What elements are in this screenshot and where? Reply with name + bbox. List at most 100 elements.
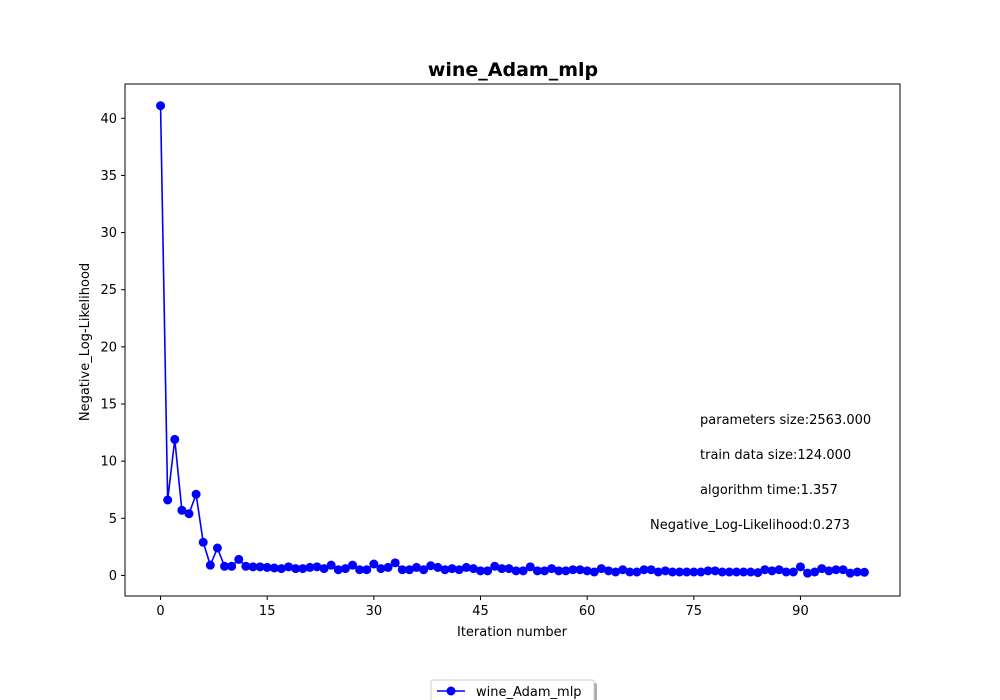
annotations: parameters size:2563.000 train data size… — [650, 413, 871, 533]
data-point — [241, 561, 251, 571]
data-point — [632, 567, 642, 577]
legend-frame — [430, 679, 595, 700]
data-point — [440, 565, 450, 575]
chart-title: wine_Adam_mlp — [428, 59, 598, 81]
data-point — [660, 566, 670, 576]
data-point — [319, 564, 329, 574]
annotation-final-nll: Negative_Log-Likelihood:0.273 — [650, 518, 850, 533]
data-point — [276, 564, 286, 574]
data-point — [447, 564, 457, 574]
x-tick-label: 90 — [792, 604, 809, 619]
data-point — [667, 567, 677, 577]
data-point — [753, 568, 763, 578]
y-axis-label: Negative_Log-Likelihood — [78, 263, 93, 421]
data-point — [625, 567, 635, 577]
data-point — [561, 566, 571, 576]
data-point — [333, 565, 343, 575]
y-tick-label: 15 — [100, 398, 117, 413]
data-point — [227, 561, 237, 571]
y-tick-label: 20 — [100, 340, 117, 355]
annotation-parameters-size: parameters size:2563.000 — [700, 413, 871, 428]
data-point — [298, 564, 308, 574]
annotation-train-data-size: train data size:124.000 — [700, 448, 851, 463]
data-point — [468, 564, 478, 574]
data-point — [497, 564, 507, 574]
data-point — [589, 567, 599, 577]
data-point — [177, 505, 187, 515]
data-point — [810, 567, 820, 577]
data-point — [255, 562, 265, 572]
data-point — [483, 566, 493, 576]
data-point — [362, 565, 372, 575]
data-point — [397, 565, 407, 575]
y-tick-label: 30 — [100, 226, 117, 241]
data-point — [739, 567, 749, 577]
data-point — [412, 562, 422, 572]
data-point — [675, 567, 685, 577]
data-point — [710, 566, 720, 576]
data-point — [582, 566, 592, 576]
data-point — [163, 495, 173, 505]
data-point — [703, 566, 713, 576]
data-point — [490, 561, 500, 571]
data-point — [312, 562, 322, 572]
y-tick-label: 25 — [100, 283, 117, 298]
data-point — [824, 566, 834, 576]
x-tick-label: 0 — [156, 604, 164, 619]
data-point — [419, 565, 429, 575]
legend: wine_Adam_mlp — [430, 679, 597, 700]
data-point — [390, 558, 400, 568]
data-point — [803, 568, 813, 578]
data-point — [383, 562, 393, 572]
data-point — [646, 565, 656, 575]
data-point — [269, 563, 279, 573]
data-point — [191, 489, 201, 499]
x-tick-label: 30 — [366, 604, 383, 619]
data-point — [284, 562, 294, 572]
data-point — [618, 565, 628, 575]
y-tick-label: 0 — [109, 569, 117, 584]
data-point — [476, 566, 485, 576]
data-point — [262, 562, 272, 572]
data-point — [575, 565, 585, 575]
y-tick-label: 35 — [100, 169, 117, 184]
data-point — [781, 567, 791, 577]
data-point — [234, 554, 244, 564]
data-point — [774, 565, 784, 575]
data-point — [376, 564, 386, 574]
data-point — [767, 566, 777, 576]
data-point — [838, 565, 848, 575]
data-point — [248, 562, 258, 572]
y-tick-label: 10 — [100, 455, 117, 470]
data-point — [369, 559, 379, 569]
data-point — [348, 560, 358, 570]
data-point — [540, 566, 549, 576]
data-point — [717, 567, 727, 577]
data-point — [355, 565, 365, 575]
data-point — [831, 565, 841, 575]
data-point — [184, 509, 194, 519]
data-point — [220, 561, 230, 571]
data-point — [817, 564, 827, 574]
y-tick-label: 5 — [109, 512, 117, 527]
data-point — [305, 562, 315, 572]
data-point — [326, 560, 336, 570]
data-point — [653, 567, 663, 577]
data-point — [859, 567, 869, 577]
y-axis: 0 5 10 15 20 25 30 35 40 — [100, 112, 125, 584]
series-layer — [156, 101, 869, 578]
data-point — [525, 562, 535, 572]
series-line — [159, 105, 865, 574]
data-point — [198, 537, 208, 547]
data-point — [788, 567, 798, 577]
data-point — [731, 567, 741, 577]
data-point — [291, 564, 301, 574]
x-tick-label: 60 — [579, 604, 596, 619]
data-point — [212, 543, 222, 553]
data-point — [596, 564, 606, 574]
data-point — [611, 567, 621, 577]
data-point — [547, 564, 557, 574]
data-point — [504, 564, 514, 574]
data-point — [511, 566, 521, 576]
